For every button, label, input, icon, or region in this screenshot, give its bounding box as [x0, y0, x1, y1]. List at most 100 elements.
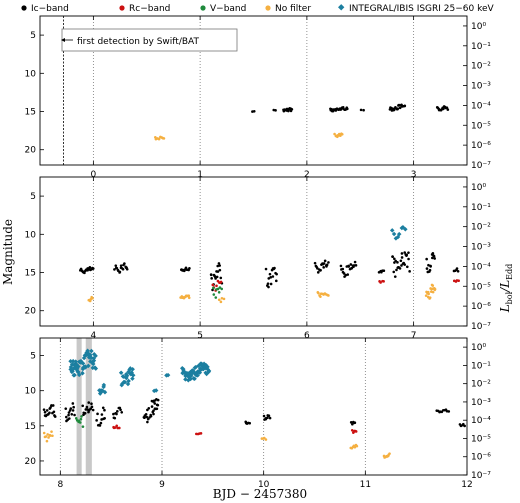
- annotation: first detection by Swift/BAT: [61, 28, 238, 52]
- x-tick-label: 9: [159, 480, 165, 490]
- data-point: [462, 422, 465, 426]
- data-point: [327, 294, 330, 297]
- data-point: [264, 438, 268, 441]
- data-point: [119, 264, 123, 267]
- data-point: [115, 412, 118, 416]
- right-tick-label: 10⁻⁶: [471, 453, 491, 463]
- data-point: [121, 267, 125, 271]
- data-point: [120, 410, 124, 414]
- data-point: [85, 405, 89, 409]
- data-point-integral: [93, 366, 99, 371]
- data-point: [44, 435, 48, 438]
- data-point-integral: [76, 364, 81, 369]
- data-point: [349, 263, 353, 266]
- data-point: [407, 257, 410, 261]
- data-point: [349, 421, 353, 424]
- y-axis-label: Magnitude: [1, 219, 15, 285]
- data-point: [267, 277, 271, 280]
- right-tick-label: 10⁻¹: [471, 361, 491, 371]
- data-point-integral: [205, 364, 210, 370]
- data-point: [339, 134, 342, 137]
- data-point: [100, 413, 104, 416]
- legend: Ic−band Rc−band V−band No filter INTEGRA…: [21, 4, 495, 14]
- data-point: [115, 424, 119, 428]
- data-point: [275, 272, 278, 276]
- x-tick-label: 4: [91, 331, 97, 341]
- data-point: [101, 406, 105, 410]
- data-point-integral: [206, 368, 212, 374]
- data-point: [87, 401, 91, 404]
- data-point: [188, 267, 191, 270]
- data-point: [214, 296, 218, 299]
- data-point: [144, 413, 148, 416]
- data-point: [322, 262, 326, 265]
- x-tick-label: 11: [360, 480, 371, 490]
- data-point: [47, 436, 50, 439]
- data-point: [152, 412, 155, 416]
- legend-label-nofilter: No filter: [275, 4, 311, 14]
- data-point: [317, 291, 320, 295]
- data-point: [392, 270, 396, 274]
- data-point: [115, 266, 119, 270]
- data-point: [83, 271, 86, 275]
- data-point: [347, 265, 351, 268]
- x-tick-label: 3: [411, 170, 417, 180]
- right-tick-label: 10⁻⁷: [471, 471, 491, 481]
- legend-label-ic: Ic−band: [31, 4, 69, 14]
- data-point: [187, 294, 191, 298]
- data-point: [393, 257, 396, 261]
- data-point: [316, 271, 320, 274]
- data-point: [91, 297, 94, 300]
- data-point: [267, 285, 270, 289]
- data-point: [219, 280, 223, 284]
- y-tick-label: 20: [25, 146, 37, 156]
- data-point-integral: [130, 367, 135, 372]
- data-point: [209, 273, 213, 277]
- data-point: [157, 137, 161, 141]
- data-point: [220, 287, 224, 291]
- data-point: [96, 412, 99, 416]
- data-point-integral: [192, 376, 197, 381]
- data-point: [216, 287, 220, 291]
- data-point: [64, 407, 68, 410]
- data-point: [391, 255, 394, 258]
- data-point: [218, 286, 222, 289]
- data-point: [457, 279, 460, 283]
- data-point: [146, 420, 149, 424]
- shaded-band: [76, 338, 82, 475]
- right-tick-label: 10⁻⁵: [471, 434, 491, 444]
- data-point: [431, 256, 434, 260]
- right-tick-label: 10⁻⁴: [471, 262, 491, 272]
- data-point: [64, 415, 68, 419]
- y-tick-label: 10: [25, 387, 37, 397]
- data-point: [46, 433, 49, 436]
- data-point-integral: [396, 231, 402, 237]
- data-point: [428, 296, 432, 299]
- data-point: [143, 416, 146, 420]
- data-point: [433, 257, 436, 260]
- data-point: [216, 264, 219, 268]
- data-point-integral: [391, 231, 397, 237]
- data-point: [112, 412, 115, 416]
- data-point: [145, 415, 149, 419]
- x-tick-label: 6: [304, 331, 310, 341]
- data-point: [162, 137, 166, 140]
- right-tick-label: 10⁰: [471, 343, 486, 353]
- x-tick-label: 1: [197, 170, 203, 180]
- data-point: [342, 272, 346, 275]
- data-point: [42, 431, 46, 435]
- data-point: [216, 270, 220, 273]
- data-point: [407, 251, 410, 254]
- right-tick-label: 10⁻⁵: [471, 121, 491, 131]
- data-point: [405, 265, 409, 269]
- data-point-integral: [122, 379, 128, 385]
- data-point: [113, 268, 116, 271]
- y-tick-label: 10: [25, 230, 37, 240]
- data-point: [313, 261, 317, 265]
- data-point: [48, 411, 51, 415]
- data-point-integral: [153, 388, 159, 393]
- data-point-integral: [389, 228, 395, 233]
- data-point: [74, 417, 78, 420]
- data-point: [252, 109, 256, 113]
- data-point: [199, 432, 203, 435]
